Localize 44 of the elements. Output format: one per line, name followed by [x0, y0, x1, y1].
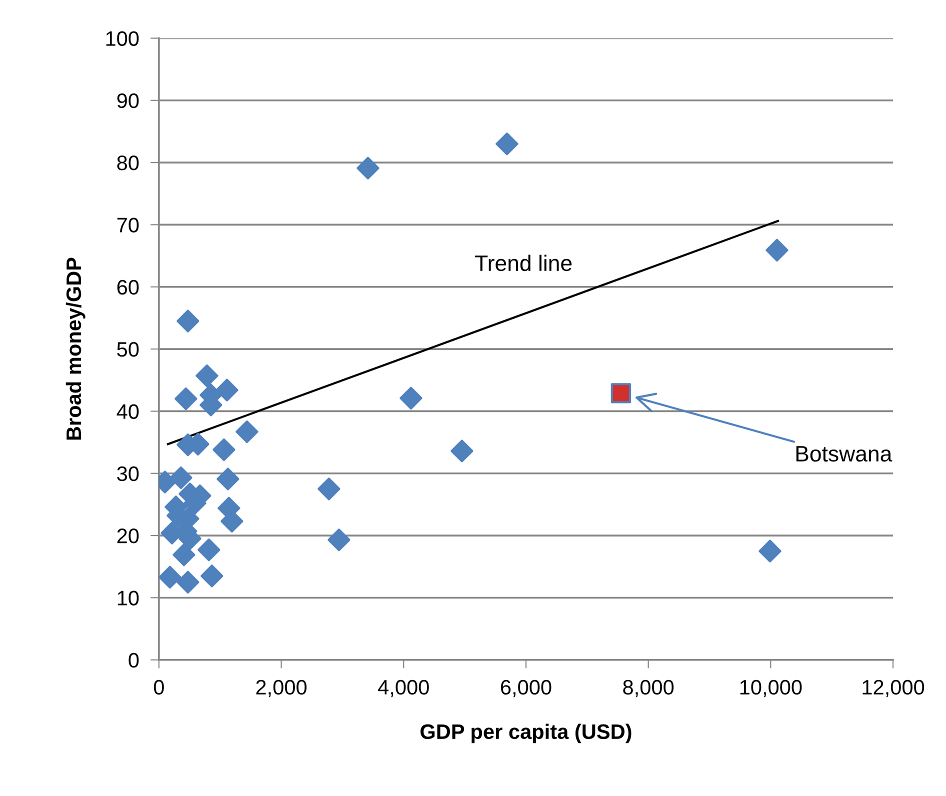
- point: [212, 438, 236, 462]
- point: [758, 540, 782, 562]
- y-tick-label: 50: [117, 342, 139, 357]
- y-tick-label: 60: [117, 280, 139, 295]
- y-tick-label: 40: [116, 404, 139, 419]
- point: [450, 440, 474, 462]
- x-tick-label: 0: [154, 680, 164, 695]
- point: [196, 364, 218, 388]
- y-tick-label: 70: [117, 218, 139, 232]
- point: [200, 564, 224, 588]
- x-tick-label: 2,000: [256, 680, 307, 698]
- x-tick-label: 10,000: [740, 680, 802, 698]
- point: [496, 132, 518, 156]
- point: [158, 566, 182, 589]
- annotation: Trend line: [475, 254, 572, 272]
- y-tick-label: 0: [128, 652, 139, 668]
- point: [610, 383, 632, 404]
- point: [318, 478, 340, 500]
- annotation: Botswana: [796, 446, 892, 462]
- y-tick-label: 100: [106, 31, 139, 46]
- point: [176, 310, 200, 332]
- x-axis-title: GDP per capita (USD): [420, 724, 632, 744]
- point: [216, 468, 240, 490]
- point: [356, 156, 380, 180]
- y-tick-label: 20: [117, 528, 139, 544]
- point: [172, 543, 196, 566]
- point: [170, 466, 192, 490]
- point: [328, 528, 350, 552]
- x-tick-label: 6,000: [500, 680, 552, 698]
- point: [216, 378, 238, 402]
- point: [766, 238, 788, 262]
- y-tick-label: 10: [118, 590, 139, 606]
- point: [176, 570, 200, 594]
- point: [198, 538, 220, 562]
- y-tick-label: 30: [117, 466, 139, 482]
- point: [236, 420, 258, 444]
- x-tick-label: 4,000: [378, 680, 429, 698]
- y-tick-label: 80: [117, 156, 139, 170]
- point: [174, 387, 198, 410]
- y-axis-title: Broad money/GDP: [66, 258, 86, 440]
- point: [400, 386, 422, 410]
- y-tick-label: 90: [117, 93, 139, 108]
- x-tick-label: 12,000: [862, 680, 924, 698]
- x-tick-label: 8,000: [623, 680, 674, 698]
